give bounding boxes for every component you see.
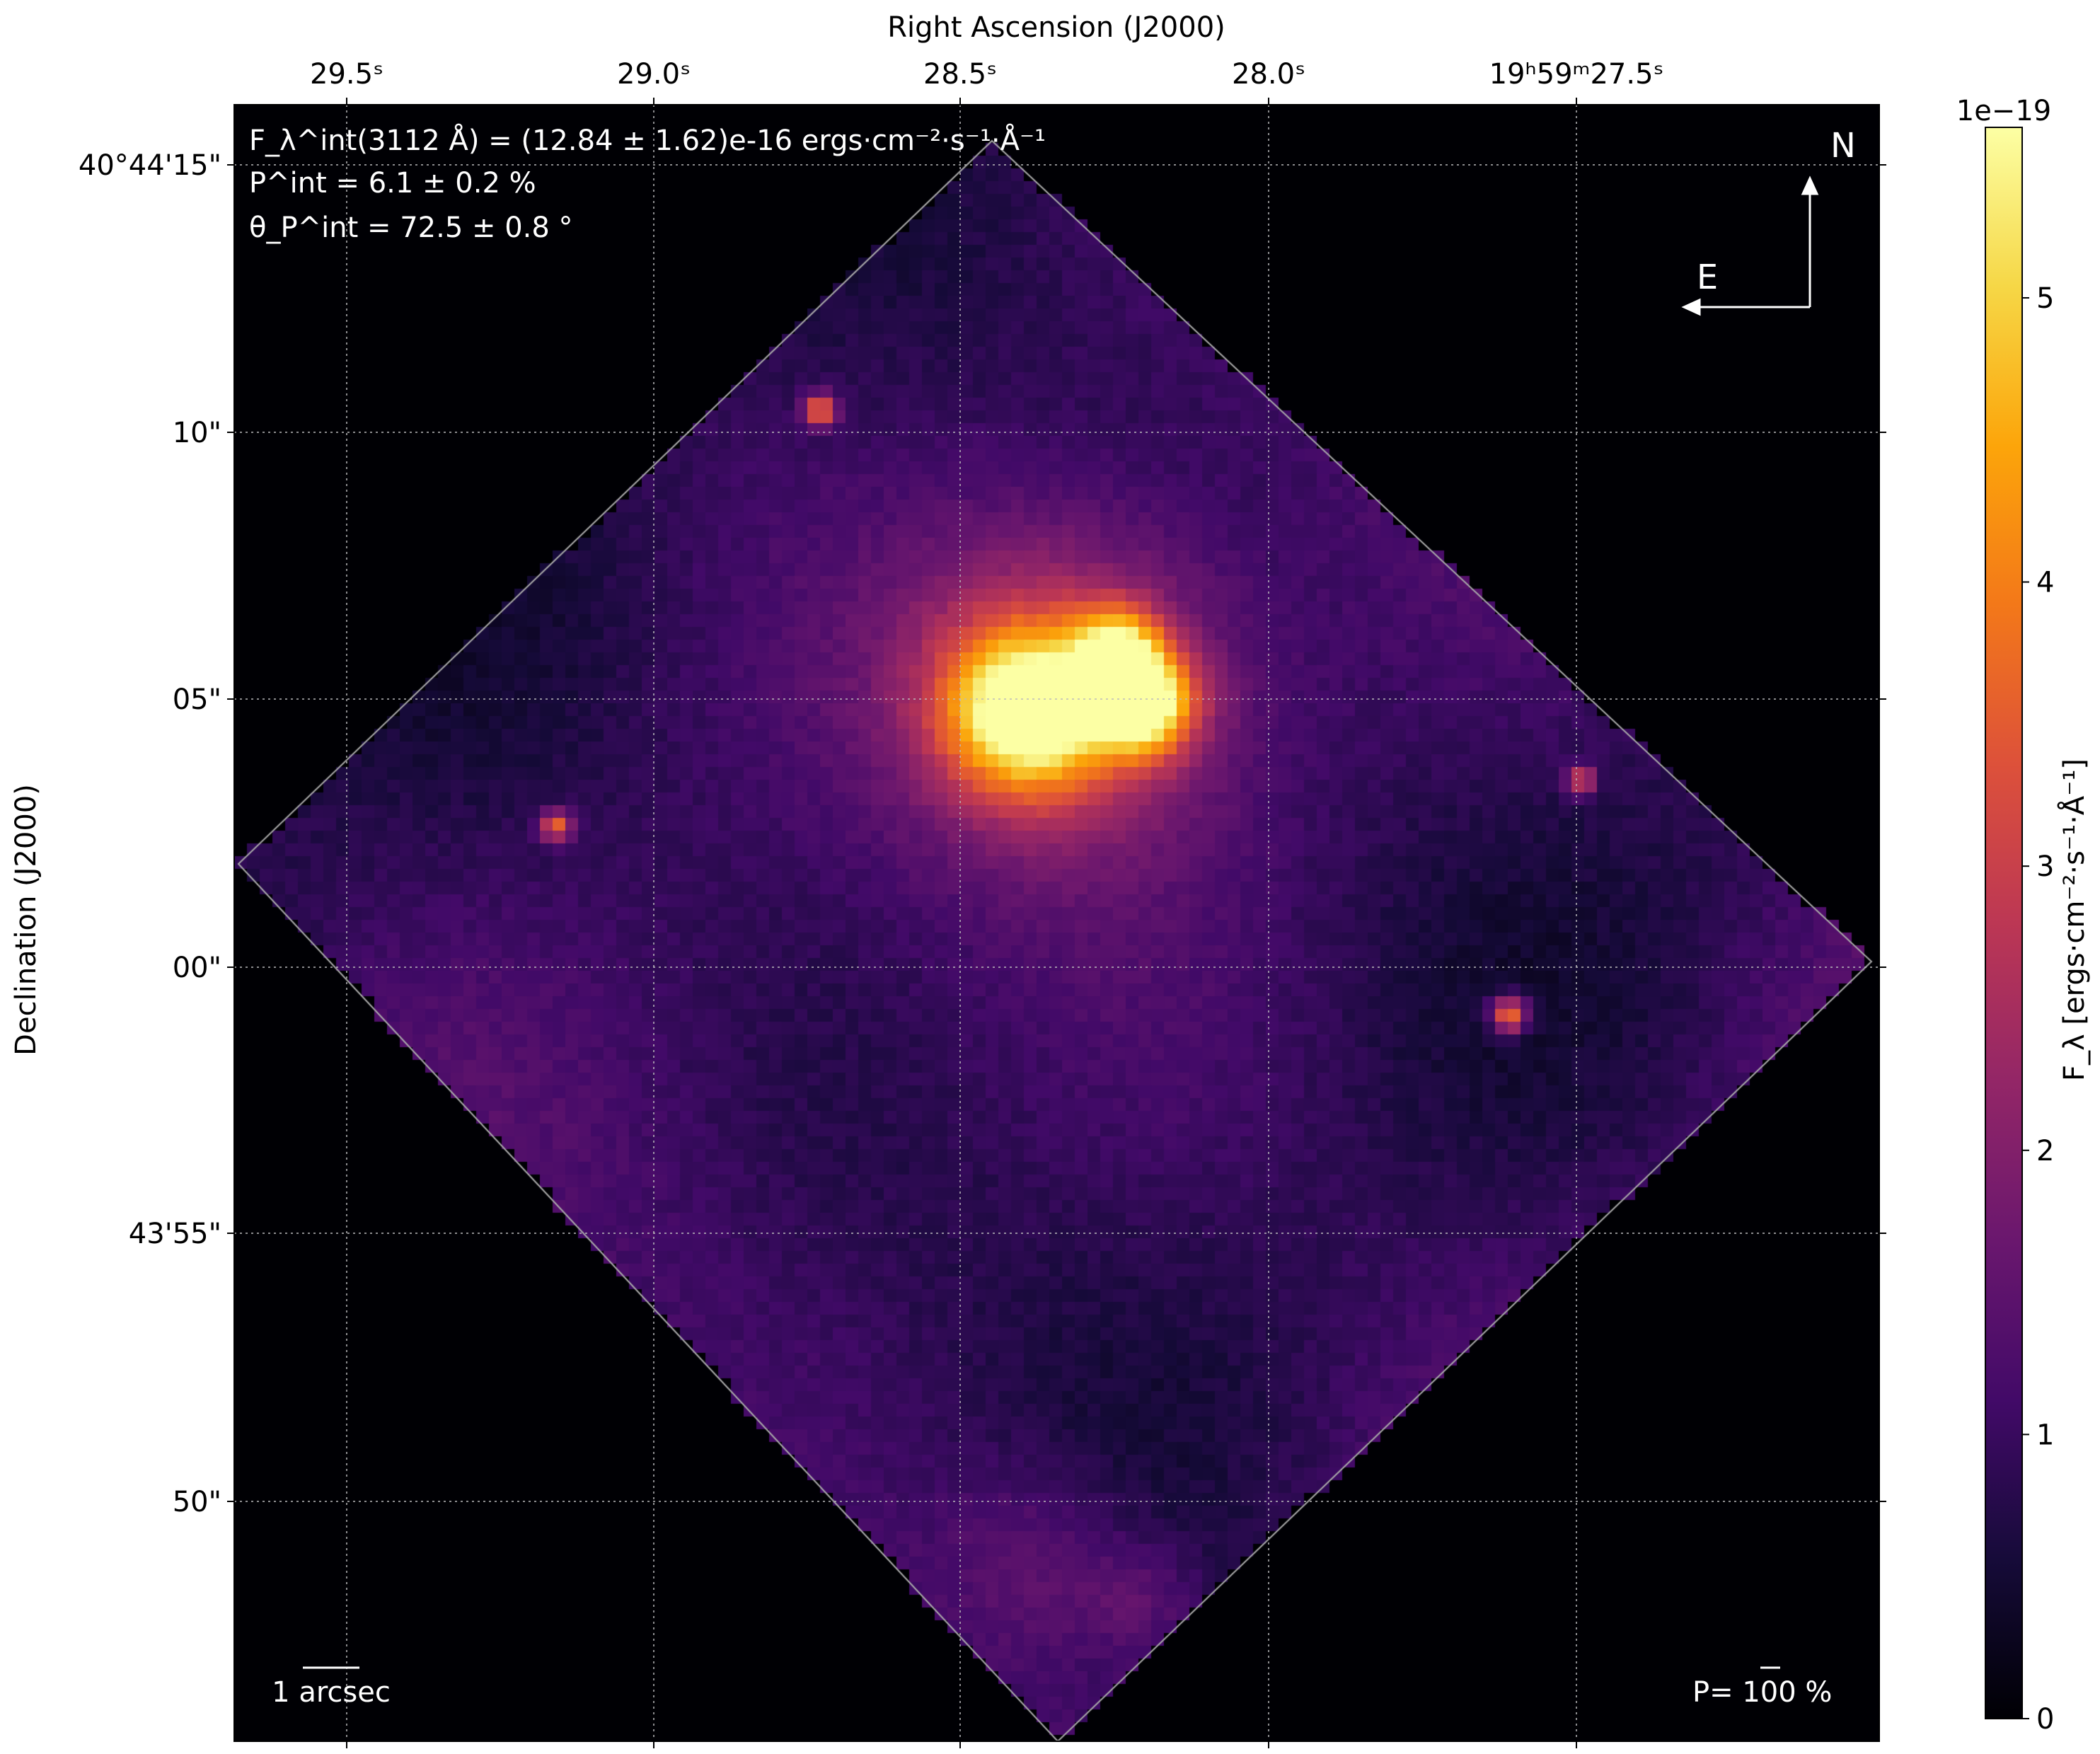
x-tick-label: 29.0ˢ <box>617 58 691 91</box>
y-axis-label: Declination (J2000) <box>10 784 42 1056</box>
compass-east-label: E <box>1697 258 1718 297</box>
colorbar <box>1985 127 2023 1719</box>
pol-angle-annotation: θ_P^int = 72.5 ± 0.8 ° <box>249 212 573 244</box>
colorbar-tick-label: 0 <box>2036 1703 2054 1736</box>
plot-frame <box>233 104 1880 1742</box>
y-tick-label: 40°44'15" <box>79 149 221 182</box>
colorbar-tick-label: 4 <box>2036 567 2054 599</box>
intensity-map <box>234 105 1879 1741</box>
x-tick-label: 29.5ˢ <box>310 58 383 91</box>
compass-north-label: N <box>1830 126 1856 166</box>
colorbar-offset-text: 1e−19 <box>1956 95 2051 127</box>
colorbar-tick-label: 5 <box>2036 282 2054 315</box>
pol-scale-label: P= 100 % <box>1692 1676 1832 1709</box>
colorbar-tick-label: 2 <box>2036 1135 2054 1167</box>
x-tick-label: 19ʰ59ᵐ27.5ˢ <box>1489 58 1664 91</box>
y-tick-label: 50" <box>173 1486 221 1518</box>
y-tick-label: 05" <box>173 683 221 716</box>
east-arrowhead-icon <box>1681 298 1701 316</box>
x-tick-label: 28.5ˢ <box>923 58 997 91</box>
colorbar-tick-label: 3 <box>2036 850 2054 883</box>
north-arrowhead-icon <box>1801 175 1819 195</box>
x-axis-label: Right Ascension (J2000) <box>887 11 1225 44</box>
colorbar-label: F_λ [ergs·cm⁻²·s⁻¹·Å⁻¹] <box>2057 758 2091 1081</box>
flux-annotation: F_λ^int(3112 Å) = (12.84 ± 1.62)e-16 erg… <box>249 123 1046 157</box>
scale-bar-label: 1 arcsec <box>272 1676 391 1709</box>
x-tick-label: 28.0ˢ <box>1232 58 1305 91</box>
compass <box>1681 175 1819 316</box>
y-tick-label: 10" <box>173 417 221 449</box>
y-tick-label: 00" <box>173 952 221 984</box>
grid-lines <box>234 105 1879 1741</box>
axis-ticks: 29.5ˢ 29.0ˢ 28.5ˢ 28.0ˢ 19ʰ59ᵐ27.5ˢ 40°44'15"… <box>79 58 1886 1748</box>
colorbar-ticks: 0 1 2 3 4 5 <box>2022 282 2054 1736</box>
colorbar-tick-label: 1 <box>2036 1419 2054 1451</box>
pol-degree-annotation: P^int = 6.1 ± 0.2 % <box>249 167 536 200</box>
y-tick-label: 43'55" <box>129 1218 221 1250</box>
